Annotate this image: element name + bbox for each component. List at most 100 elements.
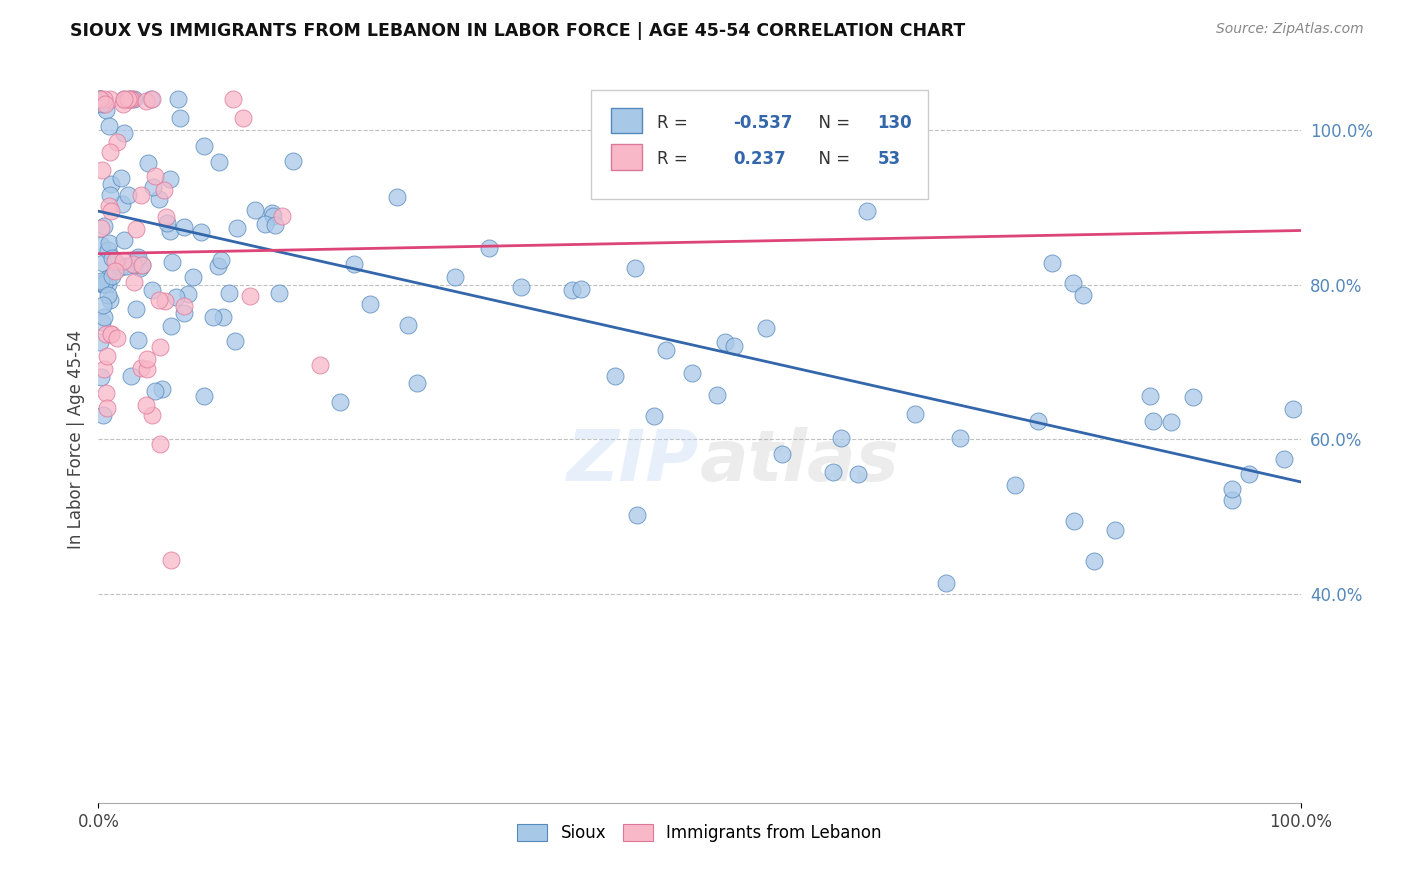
Point [149,437,172,451]
Point [706,388,728,402]
Point [111,197,134,211]
Point [131,258,153,272]
Point [112,233,135,247]
Point [97,271,120,285]
Text: 130: 130 [877,114,912,132]
Point [561,283,583,297]
Point [129,361,152,376]
Point [125,222,148,236]
Point [129,260,152,275]
Point [153,293,176,308]
Point [96,349,118,363]
Point [100,268,122,283]
Point [141,408,163,422]
Point [148,293,170,307]
Point [100,326,122,341]
Point [270,209,292,223]
Point [122,92,145,106]
Point [207,259,229,273]
Point [135,399,157,413]
Point [100,204,122,219]
Point [603,368,626,383]
Point [141,92,163,106]
Point [359,297,381,311]
FancyBboxPatch shape [592,90,928,200]
Point [1220,483,1243,497]
Point [93,92,115,106]
Point [243,203,266,218]
Point [150,382,173,396]
Point [770,447,793,461]
Point [190,225,212,239]
Point [856,204,879,219]
Text: R =: R = [658,151,693,169]
Point [935,576,957,591]
Point [122,275,145,289]
Point [221,92,243,106]
Point [152,183,174,197]
Point [1062,276,1084,290]
Point [94,386,117,401]
Point [329,395,352,409]
Point [127,250,149,264]
Point [207,155,229,169]
Point [1160,415,1182,429]
Point [1139,389,1161,403]
Text: N =: N = [807,114,855,132]
FancyBboxPatch shape [610,145,641,169]
Point [821,465,844,479]
Point [160,255,183,269]
Point [104,264,127,278]
Point [1220,493,1243,508]
Legend: Sioux, Immigrants from Lebanon: Sioux, Immigrants from Lebanon [510,817,889,849]
Point [830,431,852,445]
Point [173,306,195,320]
Point [98,92,121,106]
Point [131,258,153,272]
Point [89,92,111,106]
Point [90,221,112,235]
Point [269,285,291,300]
Point [623,261,645,276]
Point [262,210,284,224]
Point [136,156,159,170]
Point [127,252,149,266]
Point [90,163,112,178]
Point [94,103,117,118]
Point [98,120,121,134]
Point [90,237,112,252]
Text: Source: ZipAtlas.com: Source: ZipAtlas.com [1216,22,1364,37]
Point [122,257,145,271]
Point [118,92,141,106]
Point [264,219,287,233]
Text: N =: N = [807,151,855,169]
Point [193,389,215,403]
Point [91,277,114,292]
Point [1071,288,1094,302]
Point [149,340,172,354]
Point [97,277,120,292]
Point [97,199,120,213]
Point [396,318,419,332]
Point [112,254,135,268]
Point [115,259,138,273]
Point [156,216,179,230]
Point [218,286,240,301]
Point [385,190,408,204]
Point [122,258,145,272]
Point [1182,390,1205,404]
Point [90,276,112,290]
Point [1028,414,1050,428]
Point [159,553,181,567]
Point [755,321,778,335]
Point [262,205,284,219]
Text: SIOUX VS IMMIGRANTS FROM LEBANON IN LABOR FORCE | AGE 45-54 CORRELATION CHART: SIOUX VS IMMIGRANTS FROM LEBANON IN LABO… [70,22,966,40]
Point [112,126,135,140]
Point [112,92,135,106]
Point [124,301,146,316]
Point [89,334,111,349]
Point [159,171,181,186]
Point [949,431,972,445]
Point [136,351,159,366]
Point [94,326,117,341]
